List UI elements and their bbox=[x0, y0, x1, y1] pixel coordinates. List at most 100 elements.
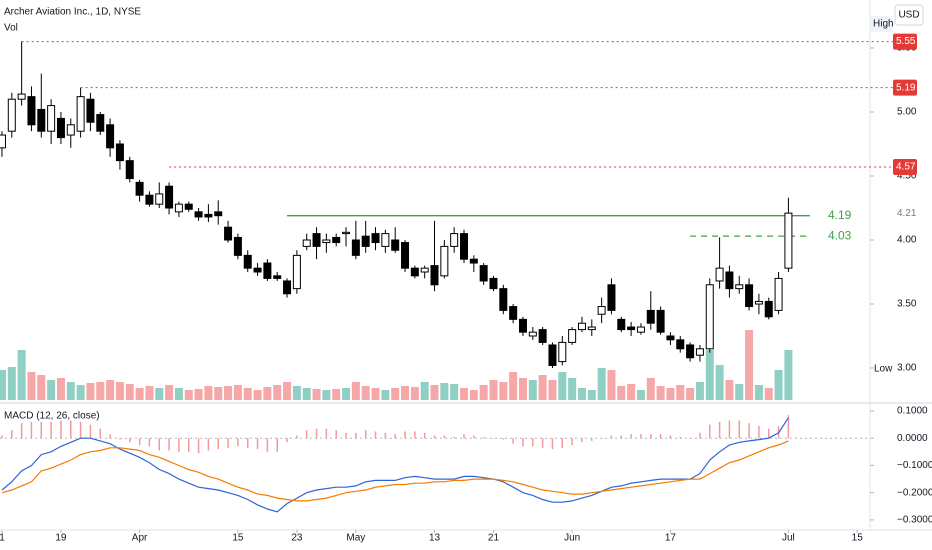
histogram-bar bbox=[158, 438, 161, 451]
candle-body bbox=[627, 326, 636, 331]
volume-bar bbox=[37, 375, 46, 400]
candle-body bbox=[204, 213, 213, 218]
macd-title: MACD (12, 26, close) bbox=[4, 411, 100, 422]
candle-body bbox=[666, 335, 675, 341]
volume-bar bbox=[735, 384, 744, 400]
volume-bar bbox=[302, 388, 311, 400]
volume-bar bbox=[174, 388, 183, 400]
histogram-bar bbox=[787, 415, 790, 439]
volume-bar bbox=[96, 382, 105, 400]
volume-bar bbox=[224, 386, 233, 400]
volume-bar bbox=[233, 385, 242, 400]
x-tick-label: Jul bbox=[782, 533, 795, 544]
y-tick-label: 4.00 bbox=[897, 235, 917, 246]
volume-bar bbox=[243, 388, 252, 400]
histogram-bar bbox=[423, 432, 426, 439]
histogram-bar bbox=[30, 421, 33, 439]
candle-body bbox=[420, 267, 429, 273]
candle-body bbox=[745, 284, 754, 308]
macd-line bbox=[1, 417, 789, 513]
histogram-bar bbox=[345, 432, 347, 439]
y-tick-label: 3.50 bbox=[897, 299, 917, 310]
volume-bar bbox=[7, 367, 16, 400]
volume-bar bbox=[391, 388, 400, 400]
histogram-bar bbox=[40, 421, 43, 439]
volume-label: Vol bbox=[4, 23, 18, 34]
candle-body bbox=[66, 124, 75, 136]
volume-bar bbox=[764, 388, 773, 400]
candle-body bbox=[460, 233, 468, 260]
candle-body bbox=[558, 341, 567, 363]
histogram-bar bbox=[502, 438, 505, 440]
currency[interactable]: USD bbox=[898, 10, 919, 21]
candle-body bbox=[548, 344, 557, 366]
volume-bar bbox=[381, 390, 390, 400]
histogram-bar bbox=[758, 425, 760, 439]
volume-bar bbox=[528, 380, 537, 400]
histogram-bar bbox=[679, 436, 682, 439]
volume-bar bbox=[155, 388, 164, 400]
y-tick-label: 4.50 bbox=[897, 171, 917, 182]
x-tick-label: 15 bbox=[232, 533, 244, 544]
candle-body bbox=[243, 254, 252, 269]
currency-box[interactable] bbox=[894, 4, 924, 26]
volume-bar bbox=[676, 385, 685, 400]
histogram-bar bbox=[50, 421, 52, 439]
candle-body bbox=[125, 160, 134, 180]
histogram-bar bbox=[433, 435, 436, 439]
histogram-bar bbox=[512, 438, 514, 444]
candle-body bbox=[401, 242, 410, 269]
candle-body bbox=[735, 284, 744, 290]
candle-body bbox=[705, 284, 714, 350]
histogram-bar bbox=[246, 438, 249, 448]
histogram-bar bbox=[591, 438, 593, 441]
candle-body bbox=[332, 236, 341, 244]
volume-bar bbox=[204, 386, 213, 400]
histogram-bar bbox=[650, 434, 652, 439]
level-label: 5.19 bbox=[896, 82, 916, 93]
candle-body bbox=[174, 203, 183, 213]
histogram-bar bbox=[266, 438, 269, 452]
candle-body bbox=[283, 280, 292, 295]
x-tick-label: 1 bbox=[0, 533, 5, 544]
histogram-bar bbox=[178, 438, 180, 452]
volume-bar bbox=[27, 372, 36, 400]
candle-body bbox=[312, 233, 321, 247]
histogram-bar bbox=[11, 430, 13, 439]
volume-bar bbox=[627, 384, 636, 400]
volume-bar bbox=[194, 389, 203, 400]
volume-bar bbox=[597, 368, 606, 400]
histogram-bar bbox=[689, 438, 691, 439]
candle-body bbox=[479, 265, 488, 282]
volume-bar bbox=[47, 380, 56, 400]
histogram-bar bbox=[148, 438, 151, 447]
volume-bar bbox=[479, 385, 488, 400]
histogram-bar bbox=[286, 438, 288, 443]
macd-line bbox=[1, 440, 789, 502]
volume-bar bbox=[283, 382, 292, 400]
volume-bar bbox=[115, 382, 124, 400]
histogram-bar bbox=[453, 436, 455, 439]
volume-bar bbox=[636, 390, 645, 400]
histogram-bar bbox=[207, 438, 210, 451]
volume-bar bbox=[106, 380, 115, 400]
volume-bar bbox=[705, 350, 714, 400]
histogram-bar bbox=[129, 438, 131, 443]
histogram-bar bbox=[187, 438, 190, 452]
histogram-bar bbox=[620, 435, 623, 439]
candle-body bbox=[489, 277, 498, 290]
histogram-bar bbox=[630, 434, 632, 439]
volume-bar bbox=[440, 383, 449, 400]
histogram-bar bbox=[610, 435, 613, 439]
low-label: Low bbox=[874, 364, 893, 375]
candle-body bbox=[233, 236, 242, 256]
histogram-bar bbox=[404, 431, 406, 439]
histogram-bar bbox=[492, 438, 495, 439]
histogram-bar bbox=[109, 434, 111, 439]
histogram-bar bbox=[561, 438, 564, 448]
volume-bar bbox=[17, 350, 26, 400]
last-price: 4.21 bbox=[897, 208, 917, 219]
histogram-bar bbox=[315, 428, 318, 439]
histogram-bar bbox=[640, 434, 642, 439]
candle-body bbox=[302, 239, 311, 247]
